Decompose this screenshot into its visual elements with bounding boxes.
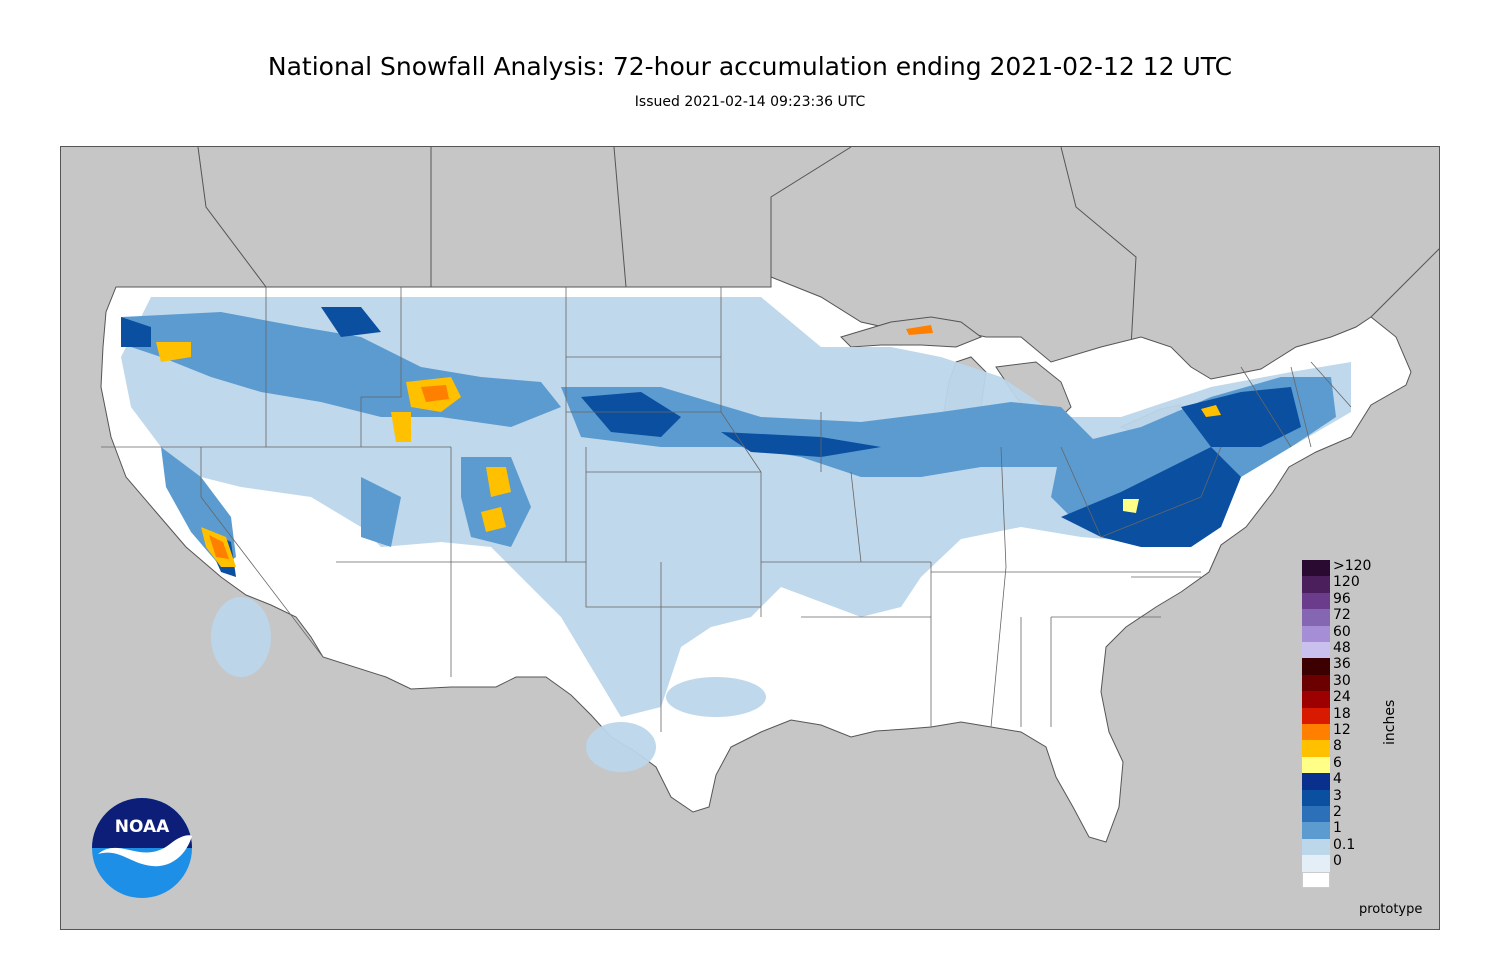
legend-label: 1 xyxy=(1333,820,1342,837)
legend-label: 96 xyxy=(1333,590,1351,607)
legend-swatch xyxy=(1302,756,1330,774)
noaa-logo: NOAA xyxy=(92,798,192,898)
legend-label: 2 xyxy=(1333,804,1342,820)
legend-label: 6 xyxy=(1333,754,1342,771)
legend-swatch xyxy=(1302,740,1330,757)
legend-swatch xyxy=(1302,855,1330,872)
noaa-logo-text: NOAA xyxy=(115,817,170,837)
legend-swatch xyxy=(1302,560,1330,577)
legend-swatch xyxy=(1302,789,1330,806)
legend-label: 36 xyxy=(1333,656,1351,673)
legend-label: >120 xyxy=(1333,558,1372,574)
legend-swatch xyxy=(1302,674,1330,692)
snow-heavy xyxy=(121,307,1301,577)
legend-label: 0 xyxy=(1333,853,1342,870)
map-subtitle: Issued 2021-02-14 09:23:36 UTC xyxy=(634,94,866,110)
state-lines xyxy=(101,287,1352,732)
legend-label: 3 xyxy=(1333,787,1342,804)
legend-label: 30 xyxy=(1333,672,1351,689)
map-title: National Snowfall Analysis: 72-hour accu… xyxy=(267,52,1233,81)
legend-label: 0.1 xyxy=(1333,836,1356,853)
snowfall-map xyxy=(60,146,1440,930)
legend-swatch xyxy=(1302,806,1330,823)
legend-swatch xyxy=(1302,724,1330,741)
snow-extreme xyxy=(156,325,1221,567)
legend-swatch xyxy=(1302,592,1330,610)
legend-label: 72 xyxy=(1333,607,1351,624)
legend-swatch xyxy=(1302,658,1330,675)
legend-swatch xyxy=(1302,838,1330,856)
legend-swatch xyxy=(1302,773,1330,790)
legend-swatch xyxy=(1302,625,1330,642)
legend-swatch xyxy=(1302,576,1330,593)
legend-label: 18 xyxy=(1333,705,1351,722)
legend-swatch-zero xyxy=(1302,871,1330,888)
legend-label: 12 xyxy=(1333,722,1351,738)
legend-label: 60 xyxy=(1333,623,1351,640)
prototype-label: prototype xyxy=(1359,902,1423,917)
legend-swatch xyxy=(1302,691,1330,708)
legend-swatch xyxy=(1302,609,1330,626)
legend-label: 8 xyxy=(1333,738,1342,755)
legend-label: 4 xyxy=(1333,771,1342,788)
legend-label: 120 xyxy=(1333,574,1360,591)
legend-swatch xyxy=(1302,642,1330,659)
legend-label: 24 xyxy=(1333,689,1351,706)
snowfall-map-svg xyxy=(100,147,1439,843)
legend-swatch xyxy=(1302,822,1330,839)
legend-units-label: inches xyxy=(1382,699,1398,745)
legend-swatch xyxy=(1302,707,1330,724)
legend-label: 48 xyxy=(1333,640,1351,656)
